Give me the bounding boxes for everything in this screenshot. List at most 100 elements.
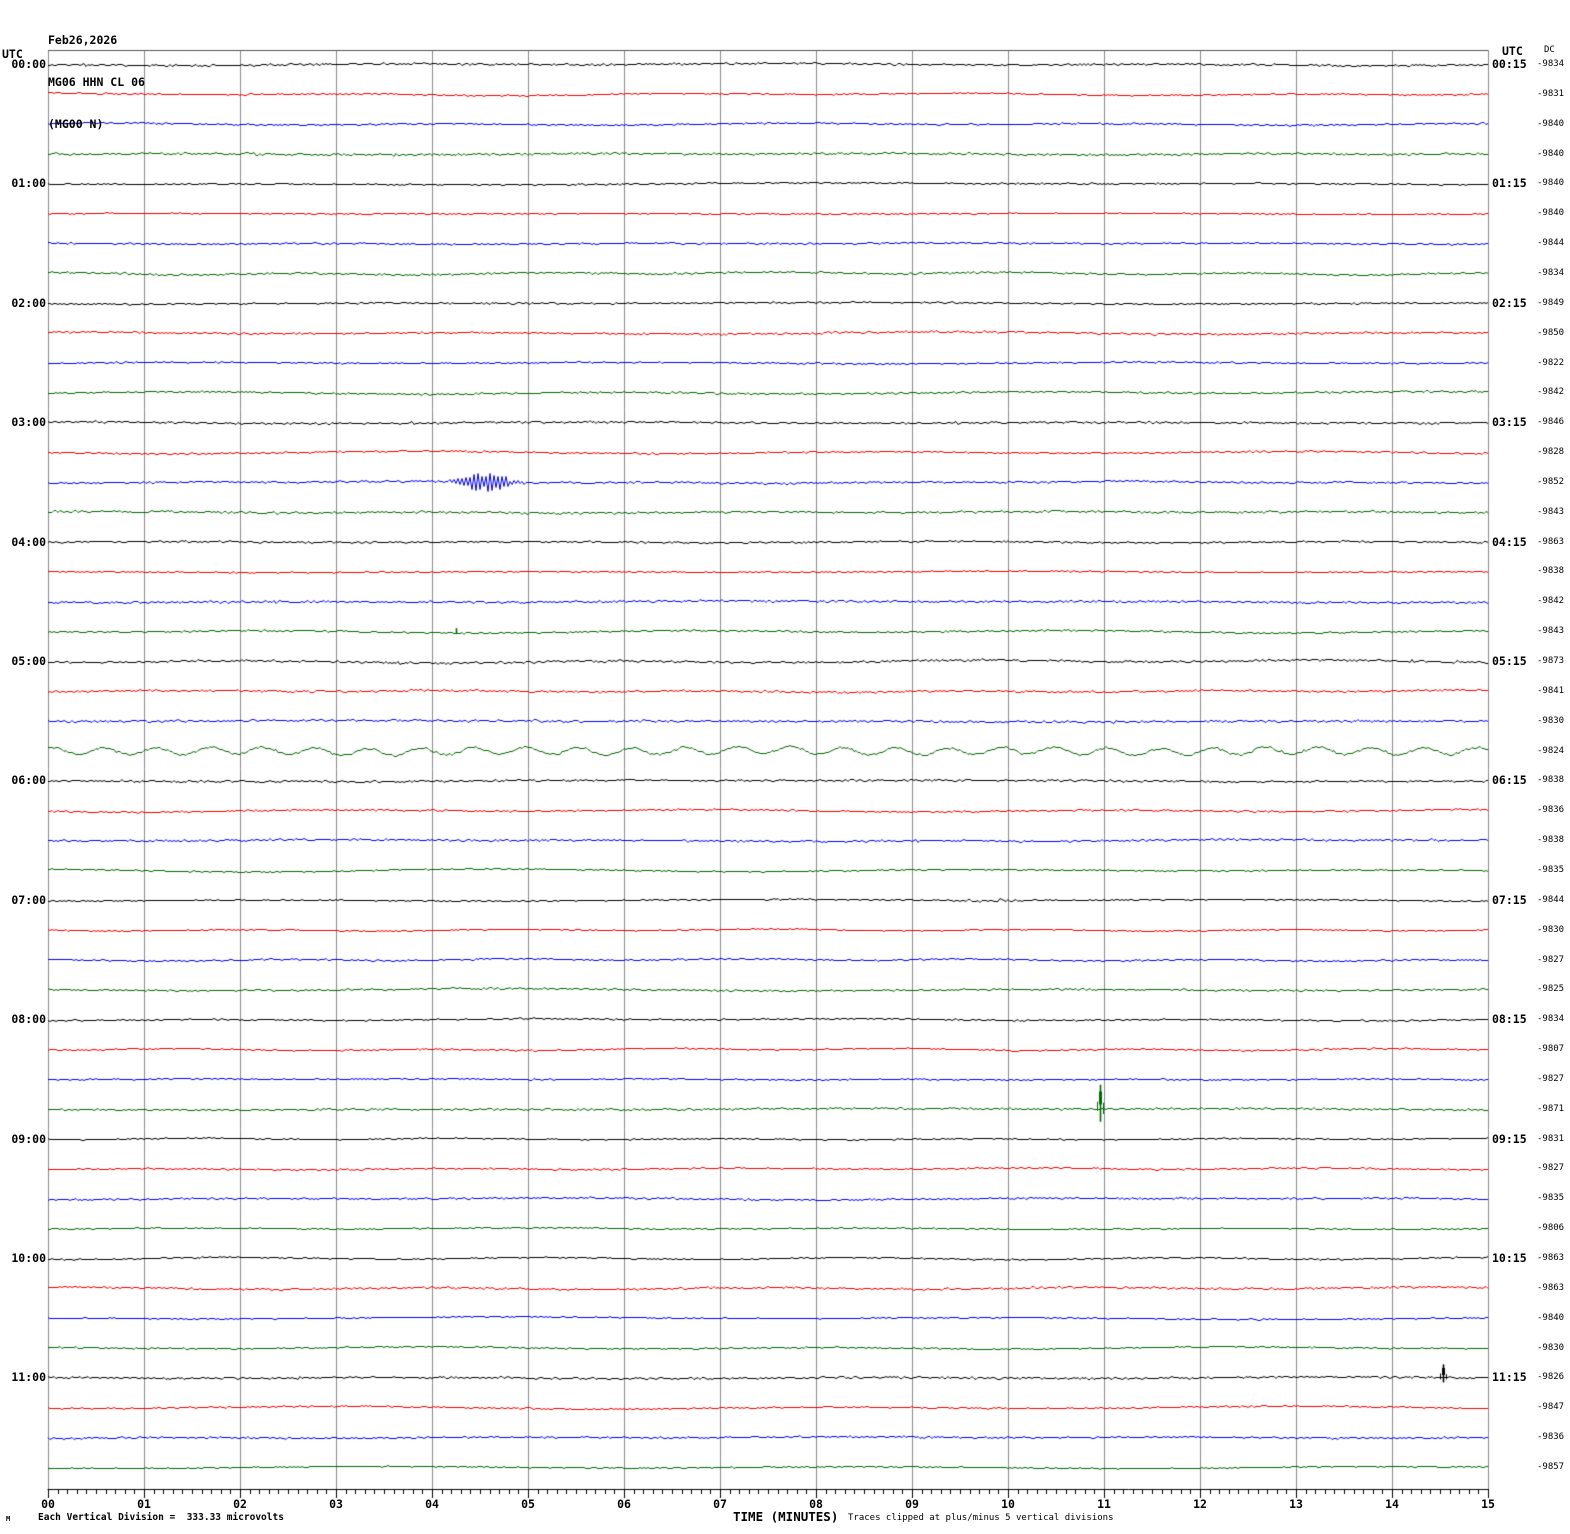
row-end-time-label: 02:15 [1492, 295, 1527, 310]
dc-offset-value: -9838 [1537, 566, 1565, 577]
dc-offset-value: -9827 [1537, 1073, 1565, 1084]
dc-offset-value: -9825 [1537, 984, 1565, 995]
row-end-time-label: 05:15 [1492, 654, 1527, 668]
x-axis-tick-label: 12 [1193, 1497, 1207, 1511]
dc-offset-value: -9838 [1537, 835, 1565, 846]
dc-column-header: DC [1544, 45, 1555, 55]
dc-offset-value: -9871 [1537, 1103, 1565, 1114]
x-axis-title: TIME (MINUTES) [733, 1509, 839, 1524]
dc-offset-value: -9843 [1537, 626, 1565, 637]
x-axis-tick-label: 09 [905, 1497, 919, 1511]
row-start-time-label: 04:00 [11, 534, 46, 549]
x-axis-tick-label: 10 [1001, 1497, 1015, 1511]
plot-title-block: Feb26,2026 MG06 HHN CL 06 (MG00 N) [48, 5, 145, 159]
right-utc-header: UTC [1502, 44, 1523, 58]
dc-offset-value: -9863 [1537, 1282, 1565, 1293]
row-start-time-label: 00:00 [11, 57, 46, 71]
dc-offset-value: -9841 [1537, 685, 1565, 696]
title-channel: MG06 HHN CL 06 [48, 75, 145, 89]
row-end-time-label: 06:15 [1492, 773, 1527, 788]
row-start-time-label: 11:00 [11, 1370, 46, 1385]
row-start-time-label: 02:00 [11, 295, 46, 310]
x-axis-tick-label: 01 [137, 1497, 151, 1511]
dc-offset-value: -9835 [1537, 864, 1565, 875]
row-start-time-label: 09:00 [11, 1131, 46, 1146]
dc-offset-value: -9822 [1537, 357, 1565, 368]
dc-offset-value: -9834 [1537, 1014, 1565, 1025]
clipping-note: Traces clipped at plus/minus 5 vertical … [848, 1513, 1114, 1523]
x-axis-tick-label: 06 [617, 1497, 631, 1511]
row-end-time-label: 03:15 [1492, 415, 1527, 430]
dc-offset-value: -9836 [1537, 1432, 1565, 1443]
dc-offset-value: -9840 [1537, 118, 1565, 129]
corner-mark: M [6, 1515, 11, 1523]
dc-offset-value: -9849 [1537, 297, 1565, 308]
dc-offset-value: -9873 [1537, 656, 1565, 666]
row-start-time-label: 05:00 [11, 654, 46, 668]
dc-offset-value: -9852 [1537, 476, 1565, 487]
dc-offset-value: -9840 [1537, 148, 1565, 159]
x-axis-tick-label: 04 [425, 1497, 439, 1511]
dc-offset-value: -9846 [1537, 417, 1565, 428]
dc-offset-value: -9827 [1537, 1163, 1565, 1174]
row-start-time-label: 08:00 [11, 1012, 46, 1027]
row-start-time-label: 07:00 [11, 892, 46, 907]
dc-offset-value: -9836 [1537, 805, 1565, 816]
dc-offset-value: -9835 [1537, 1193, 1565, 1204]
x-axis-tick-label: 08 [809, 1497, 823, 1511]
row-end-time-label: 00:15 [1492, 57, 1527, 71]
row-start-time-label: 03:00 [11, 415, 46, 430]
x-axis-tick-label: 00 [41, 1497, 55, 1511]
dc-offset-value: -9843 [1537, 506, 1565, 517]
row-start-time-label: 06:00 [11, 773, 46, 788]
row-end-time-label: 04:15 [1492, 534, 1527, 549]
dc-offset-value: -9844 [1537, 894, 1565, 905]
dc-offset-value: -9826 [1537, 1372, 1565, 1383]
dc-offset-value: -9838 [1537, 775, 1565, 786]
x-axis-tick-label: 03 [329, 1497, 343, 1511]
dc-offset-value: -9834 [1537, 59, 1565, 69]
dc-offset-value: -9840 [1537, 208, 1565, 219]
row-end-time-label: 11:15 [1492, 1370, 1527, 1385]
dc-offset-value: -9842 [1537, 387, 1565, 398]
x-axis-tick-label: 14 [1385, 1497, 1399, 1511]
row-start-time-label: 10:00 [11, 1251, 46, 1265]
dc-offset-value: -9827 [1537, 954, 1565, 965]
x-axis-tick-label: 05 [521, 1497, 535, 1511]
title-location: (MG00 N) [48, 117, 104, 131]
vertical-scale-note: Each Vertical Division = 333.33 microvol… [38, 1512, 284, 1523]
title-date: Feb26,2026 [48, 33, 118, 47]
x-axis-tick-label: 07 [713, 1497, 727, 1511]
row-end-time-label: 01:15 [1492, 176, 1527, 191]
dc-offset-value: -9842 [1537, 596, 1565, 607]
row-start-time-label: 01:00 [11, 176, 46, 191]
x-axis-tick-label: 11 [1097, 1497, 1111, 1511]
dc-offset-value: -9830 [1537, 924, 1565, 935]
dc-offset-value: -9828 [1537, 447, 1565, 458]
dc-offset-value: -9830 [1537, 1342, 1565, 1353]
row-end-time-label: 07:15 [1492, 892, 1527, 907]
dc-offset-value: -9863 [1537, 536, 1565, 547]
row-end-time-label: 09:15 [1492, 1131, 1527, 1146]
dc-offset-value: -9834 [1537, 267, 1565, 278]
dc-offset-value: -9806 [1537, 1223, 1565, 1234]
dc-offset-value: -9844 [1537, 238, 1565, 249]
row-end-time-label: 08:15 [1492, 1012, 1527, 1027]
dc-offset-value: -9840 [1537, 1312, 1565, 1323]
left-utc-header: UTC [2, 47, 23, 61]
dc-offset-value: -9824 [1537, 745, 1565, 756]
dc-offset-value: -9831 [1537, 1133, 1565, 1144]
dc-offset-value: -9857 [1537, 1461, 1565, 1472]
x-axis-tick-label: 13 [1289, 1497, 1303, 1511]
dc-offset-value: -9847 [1537, 1402, 1565, 1413]
dc-offset-value: -9830 [1537, 715, 1565, 726]
row-end-time-label: 10:15 [1492, 1251, 1527, 1265]
dc-offset-value: -9831 [1537, 88, 1565, 99]
dc-offset-value: -9850 [1537, 327, 1565, 338]
dc-offset-value: -9863 [1537, 1253, 1565, 1263]
dc-offset-value: -9807 [1537, 1044, 1565, 1055]
x-axis-tick-label: 15 [1481, 1497, 1495, 1511]
x-axis-tick-label: 02 [233, 1497, 247, 1511]
